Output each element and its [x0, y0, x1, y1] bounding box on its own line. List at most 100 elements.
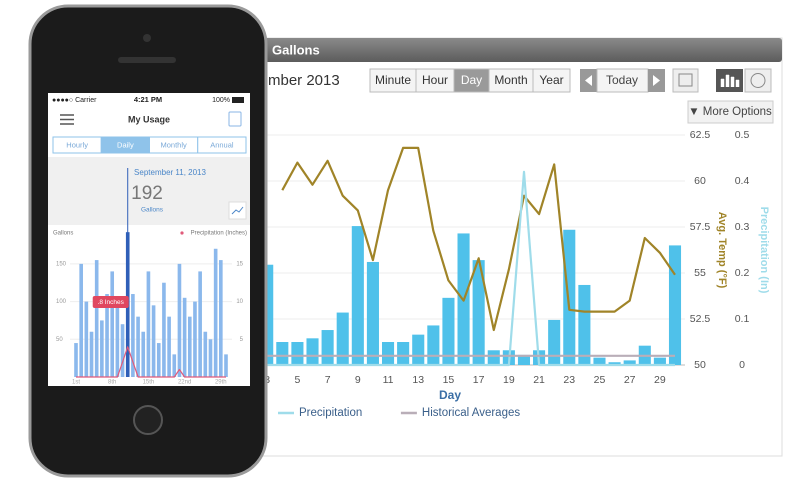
carrier: ●●●●○ Carrier: [52, 97, 97, 104]
tab-label: Daily: [117, 140, 134, 149]
menu-icon[interactable]: [60, 114, 74, 125]
today-label: Today: [606, 73, 638, 87]
y-tick-label: 150: [56, 261, 67, 267]
phone-title: My Usage: [128, 114, 170, 124]
phone-chart: Gallons Precipitation (Inches) 150 100 50 15 1…: [53, 168, 247, 386]
series-line: [76, 346, 226, 378]
bar: [397, 342, 410, 365]
bar: [187, 316, 192, 377]
prev-icon: [585, 75, 592, 86]
window-title: Gallons: [272, 42, 320, 57]
tab-label: Monthly: [160, 140, 187, 149]
x-tick-label: 5: [294, 374, 300, 386]
y2-tick-label: 15: [236, 261, 243, 267]
bar: [156, 343, 161, 377]
bar: [89, 331, 94, 377]
tab-label: Hourly: [66, 140, 88, 149]
y3-tick-label: 0: [739, 359, 745, 371]
bar: [84, 301, 89, 377]
x-tick-label: 1st: [72, 380, 80, 386]
bar: [208, 339, 213, 377]
y2-tick-label: 10: [236, 299, 243, 305]
legend-label: Historical Averages: [422, 407, 520, 419]
x-tick-label: 19: [503, 374, 515, 386]
speaker: [118, 57, 176, 63]
bar: [336, 312, 349, 365]
bar: [151, 305, 156, 377]
bar: [224, 354, 228, 377]
bar: [79, 263, 83, 377]
bar: [381, 342, 395, 365]
bar: [578, 284, 591, 365]
y2-tick-label: 57.5: [690, 221, 711, 233]
map-button[interactable]: [744, 68, 772, 93]
bar: [366, 261, 379, 365]
y-tick-label: 50: [56, 337, 63, 343]
bar: [517, 354, 531, 365]
y2-tick-label: 62.5: [690, 129, 711, 141]
amount: 192: [131, 183, 163, 204]
y-axis-title: Gallons: [53, 231, 73, 237]
bar: [100, 320, 104, 377]
y2-tick-label: 50: [694, 359, 706, 371]
y2-tick-label: 5: [240, 337, 244, 343]
home-button[interactable]: [133, 405, 163, 435]
x-axis-title: Day: [439, 388, 461, 402]
y2-tick-label: 52.5: [690, 313, 711, 325]
y-tick-label: 100: [56, 299, 67, 305]
bar: [487, 350, 500, 365]
x-tick-label: 27: [624, 374, 636, 386]
range-label: Month: [494, 73, 527, 87]
bar: [94, 260, 99, 377]
bar: [548, 319, 561, 365]
period: mber 2013: [268, 72, 340, 89]
bar: [412, 334, 425, 365]
bar: [162, 282, 166, 377]
annotation-box: [92, 296, 129, 308]
tab[interactable]: [197, 136, 247, 154]
bar: [653, 357, 666, 365]
y2-tick-label: 60: [694, 175, 706, 187]
next-icon: [653, 75, 660, 86]
bar: [136, 316, 140, 377]
bar: [321, 330, 334, 365]
bar: [668, 245, 682, 365]
bar: [351, 226, 364, 365]
x-tick-label: 9: [355, 374, 361, 386]
range-button[interactable]: [532, 68, 571, 93]
trend-icon: [231, 206, 244, 215]
x-tick-label: 13: [412, 374, 424, 386]
annotation: .8 Inches: [98, 299, 125, 306]
x-tick-label: 17: [473, 374, 485, 386]
bar: [623, 360, 636, 365]
bar: [110, 271, 115, 377]
bar: [177, 263, 182, 377]
bar: [563, 229, 576, 365]
clock: 4:21 PM: [134, 95, 162, 104]
bar: [115, 305, 120, 377]
bar: [608, 362, 621, 365]
bar: [472, 260, 485, 365]
bar: [203, 331, 208, 377]
y2-axis-title: Precipitation (Inches): [191, 231, 247, 237]
y2-axis-title: Avg. Temp (°F): [716, 212, 728, 289]
series-line: [267, 170, 675, 367]
legend-label: Precipitation: [299, 407, 362, 419]
bar: [131, 294, 135, 377]
x-tick-label: 29: [654, 374, 666, 386]
y2-tick-label: 55: [694, 267, 706, 279]
bar: [120, 324, 125, 377]
bar: [593, 357, 606, 365]
x-tick-label: 8th: [108, 380, 116, 386]
more-options-button[interactable]: [687, 100, 774, 124]
calendar-icon[interactable]: [228, 111, 242, 127]
desktop-chart: 62.56057.55552.5500.50.40.30.20.10357911…: [261, 129, 770, 419]
calendar-button[interactable]: [672, 68, 699, 93]
battery-icon: [232, 97, 244, 103]
bar: [167, 316, 171, 377]
y3-tick-label: 0.4: [735, 175, 750, 187]
bar: [141, 331, 146, 377]
bar: [105, 294, 109, 377]
battery: 100%: [212, 97, 230, 104]
